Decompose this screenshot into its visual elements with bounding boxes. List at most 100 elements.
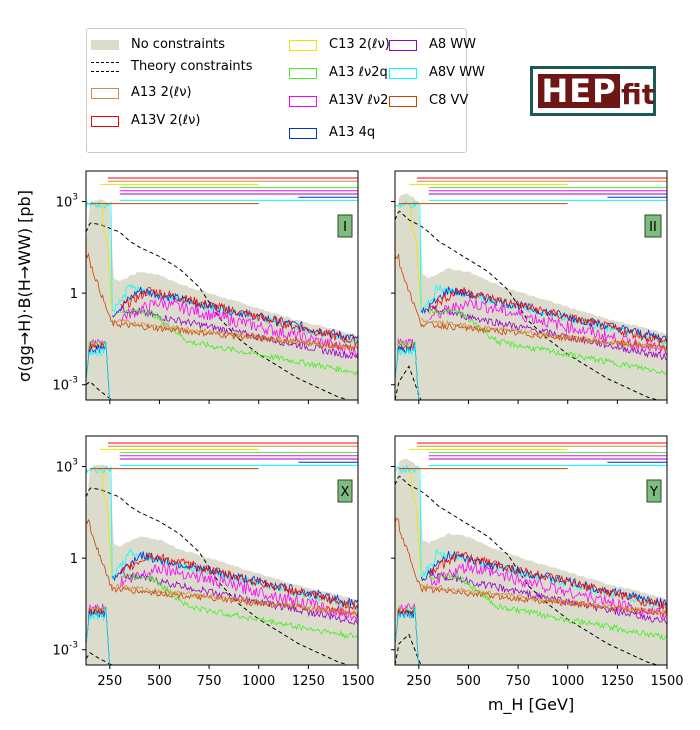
theory-constraints-curve: [395, 210, 659, 400]
logo-fit-text: fit: [621, 78, 656, 111]
legend-swatch: [289, 68, 317, 79]
constraint-curve: [120, 552, 358, 610]
panel-label-box: [337, 479, 353, 503]
x-tick-label: 750: [197, 674, 222, 689]
y-tick-label: 1: [70, 552, 78, 567]
lowmass-curve: [395, 341, 419, 400]
constraint-curve: [429, 304, 667, 361]
constraint-curve: [120, 563, 358, 622]
legend-label: C8 VV: [429, 93, 469, 108]
legend-label: Theory constraints: [131, 59, 253, 74]
x-tick-label: 500: [147, 674, 172, 689]
theory-constraints-curve: [86, 487, 350, 665]
logo-hep-text: HEP: [538, 74, 620, 108]
chart-panel-X: 250 500 750 1000 1250 1500 103 1 10-3 X: [52, 435, 375, 689]
legend-swatch: [91, 40, 119, 50]
constraint-curve: [120, 573, 358, 639]
panel-label: X: [341, 485, 350, 500]
y-tick-exponent: 3: [72, 193, 78, 203]
y-tick-label: 103: [56, 193, 78, 211]
panel-label-box: [337, 214, 353, 238]
constraint-curve: [120, 304, 358, 359]
constraint-curve: [111, 286, 358, 341]
c13-curve: [99, 472, 113, 574]
c13-curve: [99, 207, 113, 309]
constraint-curve: [429, 287, 667, 344]
plot-area: [395, 177, 667, 400]
constraint-curve: [111, 583, 358, 616]
y-tick-exponent: -3: [69, 641, 78, 651]
constraint-curve: [420, 582, 667, 616]
legend-label: A13V ℓν2q: [329, 93, 397, 108]
y-tick-label: 10-3: [52, 641, 78, 659]
constraint-curve: [112, 551, 358, 606]
theory-constraints-curve: [395, 475, 659, 665]
x-tick-label: 1000: [242, 674, 275, 689]
panel-label-box: [644, 214, 662, 238]
panel-label-box: [646, 479, 662, 503]
y-tick-label: 10-3: [52, 376, 78, 394]
legend-swatch: [91, 88, 119, 99]
plot-area: [86, 442, 358, 665]
legend-label: A13 4q: [329, 125, 376, 140]
panel-label: Y: [649, 485, 658, 500]
theory-constraints-lower-curve: [395, 633, 433, 665]
constraint-curve: [395, 253, 667, 353]
legend-label: A13 2(ℓν): [131, 85, 192, 100]
x-tick-label: 500: [456, 674, 481, 689]
legend-label: A13V 2(ℓν): [131, 113, 201, 128]
legend: No constraints Theory constraints A13 2(ℓν…: [86, 28, 485, 153]
x-tick-label: 1500: [341, 674, 374, 689]
axes-frame: [394, 170, 668, 401]
legend-swatch: [289, 40, 317, 51]
y-tick-label: 103: [56, 458, 78, 476]
panel-label: II: [649, 220, 657, 235]
theory-constraints-curve: [86, 222, 350, 400]
constraint-curve: [420, 318, 667, 351]
constraint-curve: [429, 551, 667, 612]
theory-constraints-lower-curve: [86, 381, 124, 400]
axes-frame: [85, 170, 359, 401]
legend-swatch: [389, 40, 417, 51]
c13-curve: [408, 472, 422, 574]
constraint-curve: [120, 570, 358, 625]
constraint-curve: [120, 307, 358, 376]
legend-swatch: [389, 96, 417, 107]
lowmass-curve: [86, 606, 110, 665]
chart-panel-II: II: [391, 170, 668, 404]
chart-panel-Y: 250 500 750 1000 1250 1500 Y: [391, 435, 684, 689]
plot-area: [86, 177, 358, 400]
y-tick-label: 1: [70, 287, 78, 302]
theory-constraints-lower-curve: [86, 652, 124, 665]
x-tick-label: 250: [97, 674, 122, 689]
constraint-curve: [429, 561, 667, 620]
plot-area: [395, 442, 667, 665]
hepfit-logo: HEP fit: [530, 66, 656, 116]
x-tick-label: 250: [406, 674, 431, 689]
no-constraints-area: [86, 199, 358, 400]
chart-panel-I: 103 1 10-3 I: [52, 170, 359, 404]
x-tick-label: 1250: [601, 674, 634, 689]
legend-label: A8V WW: [429, 65, 485, 80]
axes-frame: [394, 435, 668, 666]
x-tick-label: 1250: [292, 674, 325, 689]
constraint-curve: [111, 319, 358, 350]
lowmass-curve: [395, 606, 419, 665]
x-tick-label: 750: [506, 674, 531, 689]
y-tick-exponent: -3: [69, 376, 78, 386]
constraint-curve: [395, 464, 667, 611]
no-constraints-area: [395, 458, 667, 665]
legend-label: C13 2(ℓν): [329, 37, 390, 52]
legend-label: A8 WW: [429, 37, 477, 52]
x-tick-label: 1500: [650, 674, 683, 689]
constraint-curve: [429, 299, 667, 356]
constraint-curve: [120, 287, 358, 346]
constraint-curve: [86, 519, 358, 617]
x-axis-label: m_H [GeV]: [488, 695, 574, 715]
x-tick-label: 1000: [551, 674, 584, 689]
y-axis-label: σ(gg→H)·B(H→WW) [pb]: [15, 190, 34, 382]
no-constraints-area: [86, 464, 358, 665]
constraint-curve: [120, 296, 358, 358]
